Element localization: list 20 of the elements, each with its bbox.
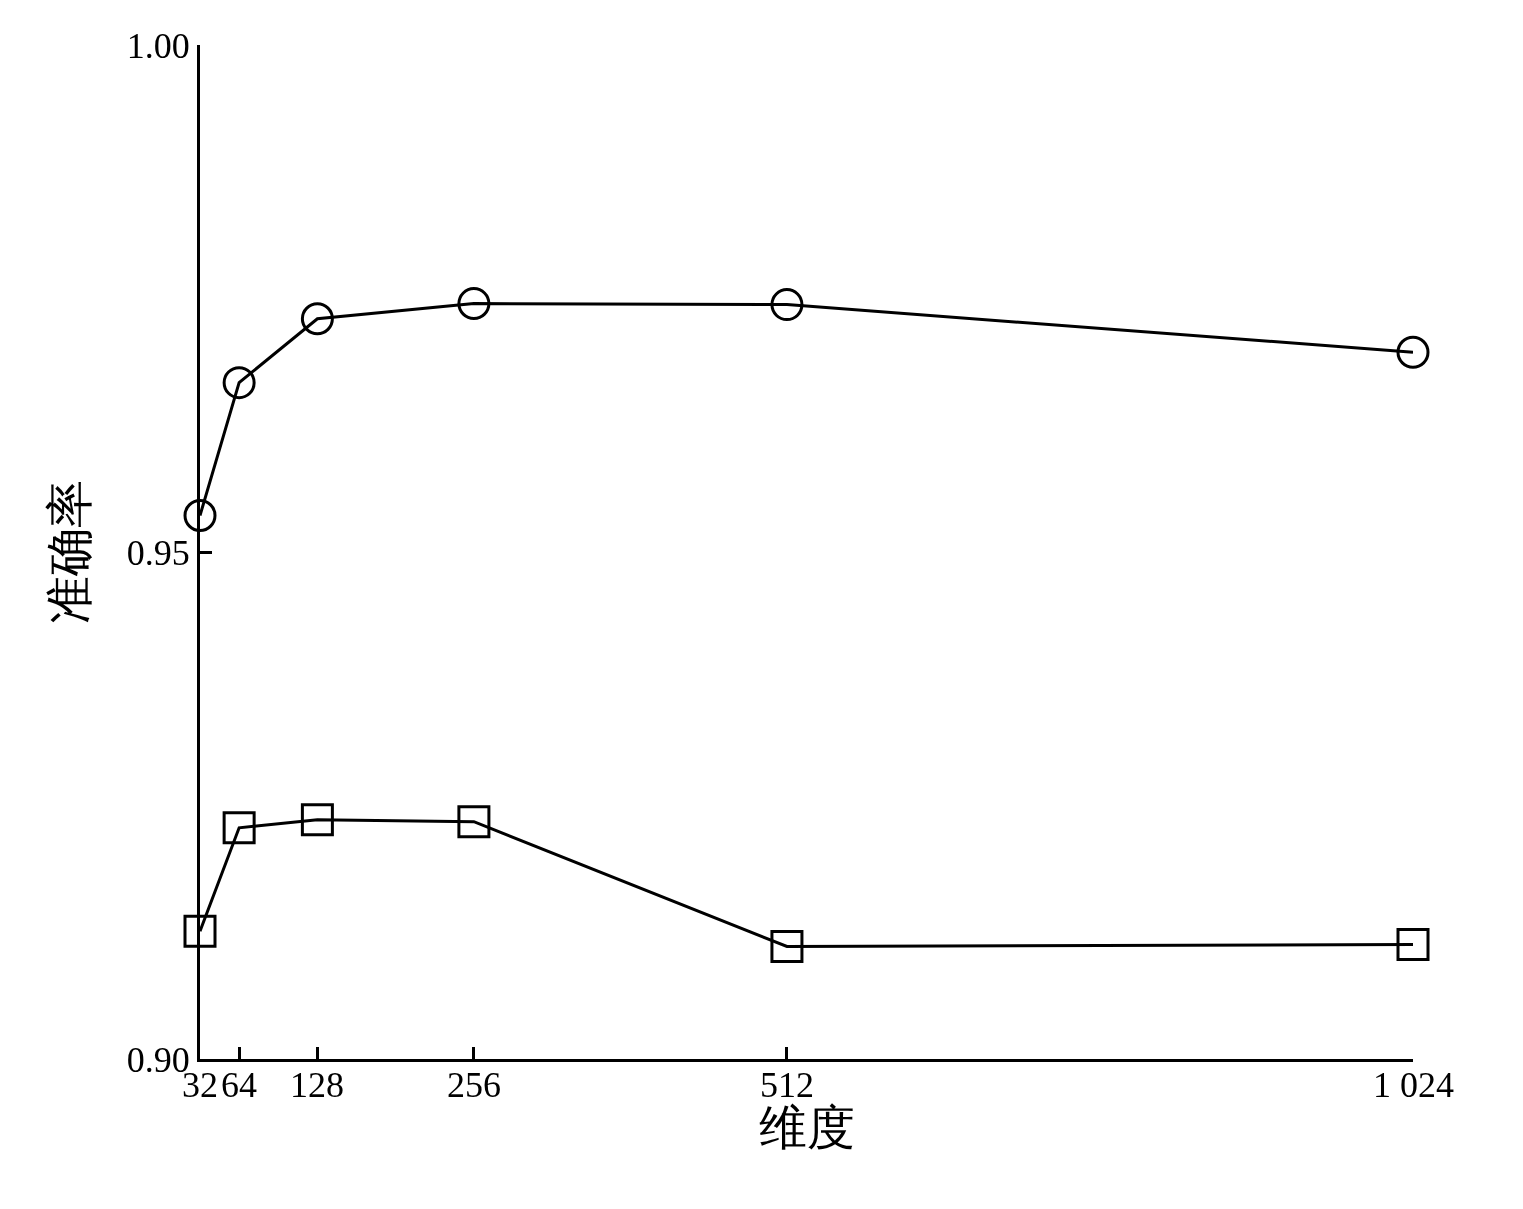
point: [300, 302, 334, 336]
point: [457, 805, 491, 839]
x-tick-label: 1 024: [1373, 1065, 1454, 1105]
x-axis-title: 维度: [758, 1101, 855, 1155]
point: [183, 914, 217, 948]
point: [222, 811, 256, 845]
x-tick-label: 64: [221, 1065, 257, 1105]
x-tick-label: 256: [447, 1065, 501, 1105]
y-tick-label: 0.95: [126, 532, 190, 573]
point: [1396, 927, 1430, 961]
point: [770, 288, 804, 322]
point: [183, 499, 217, 532]
point: [457, 287, 491, 321]
y-tick-label: 1.00: [126, 25, 190, 66]
point: [770, 929, 804, 963]
point: [300, 803, 334, 837]
point: [222, 366, 256, 400]
point: [1396, 335, 1430, 369]
x-tick-label: 128: [290, 1065, 344, 1105]
y-axis-title: 准确率: [43, 480, 97, 624]
